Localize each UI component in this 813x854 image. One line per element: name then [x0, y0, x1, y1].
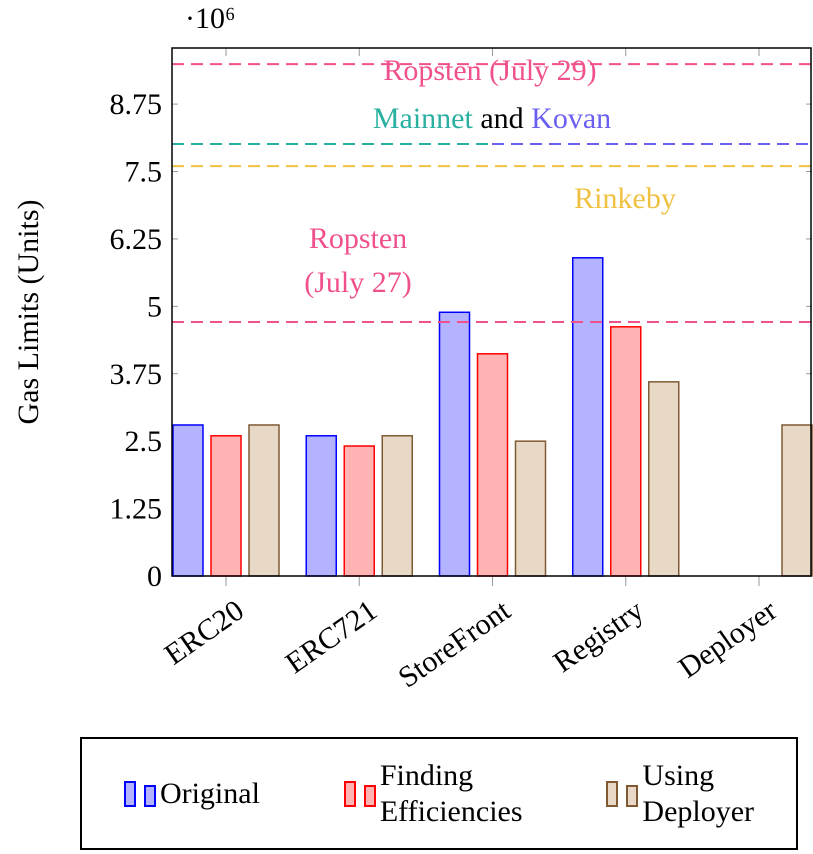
reference-label-part: and: [480, 102, 523, 135]
y-multiplier: ·10⁶: [185, 2, 235, 35]
bar: [305, 435, 337, 577]
bar: [572, 257, 604, 577]
reference-label-part: Mainnet: [373, 102, 474, 135]
y-axis-label: Gas Limits (Units): [12, 200, 45, 425]
y-tick-label: 8.75: [110, 88, 163, 121]
bar: [514, 440, 547, 577]
reference-label: Mainnet and Kovan: [373, 102, 611, 135]
chart: ·10⁶ Gas Limits (Units) 0 1.25 2.5 3.75 5 6.2…: [12, 2, 813, 694]
x-tick-label: ERC20: [159, 594, 250, 672]
legend-label: Finding Efficiencies: [379, 758, 523, 828]
reference-label-part: Ropsten (July 29): [383, 54, 596, 87]
y-tick-label: 5: [147, 290, 162, 323]
legend-swatch: [123, 780, 136, 807]
reference-label: Ropsten: [309, 222, 407, 255]
legend-entry: Finding Efficiencies: [343, 758, 523, 830]
bar: [781, 424, 813, 577]
x-tick-label: Deployer: [673, 594, 783, 685]
reference-label-part: Rinkeby: [574, 182, 676, 215]
reference-label-part: Kovan: [531, 102, 611, 135]
x-tick-label: Registry: [547, 594, 649, 679]
x-tick-label: StoreFront: [392, 593, 517, 694]
bar: [648, 381, 680, 577]
legend-icon: [606, 780, 639, 807]
legend-swatch: [606, 780, 619, 807]
bar: [381, 435, 413, 577]
legend-swatch: [343, 780, 356, 807]
legend-swatch: [363, 784, 376, 807]
bar: [172, 424, 204, 577]
reference-label: Ropsten (July 29): [383, 54, 596, 87]
legend-swatch: [626, 784, 639, 807]
legend: Original Finding Efficiencies Using Deploy…: [80, 737, 798, 850]
x-tick-label: ERC721: [280, 594, 384, 680]
legend-entry: Using Deployer: [606, 758, 754, 830]
reference-label: (July 27): [304, 266, 412, 299]
plot-frame: [171, 47, 812, 577]
legend-label: Using Deployer: [642, 758, 755, 828]
legend-entry: Original: [123, 776, 260, 812]
y-tick-label: 2.5: [125, 425, 163, 458]
bar: [343, 445, 375, 577]
y-tick-label: 3.75: [110, 358, 163, 391]
legend-icon: [123, 780, 156, 807]
bar: [610, 326, 642, 577]
y-tick-label: 0: [147, 560, 162, 593]
bar: [476, 353, 509, 577]
y-tick-label: 7.5: [125, 156, 163, 189]
bar: [248, 424, 280, 577]
y-tick-label: 1.25: [110, 493, 163, 526]
legend-label: Original: [159, 776, 260, 810]
reference-label: Rinkeby: [574, 182, 676, 215]
bar: [438, 311, 471, 577]
legend-icon: [343, 780, 376, 807]
legend-swatch: [143, 784, 156, 807]
y-tick-label: 6.25: [110, 223, 163, 256]
bar: [210, 435, 242, 577]
